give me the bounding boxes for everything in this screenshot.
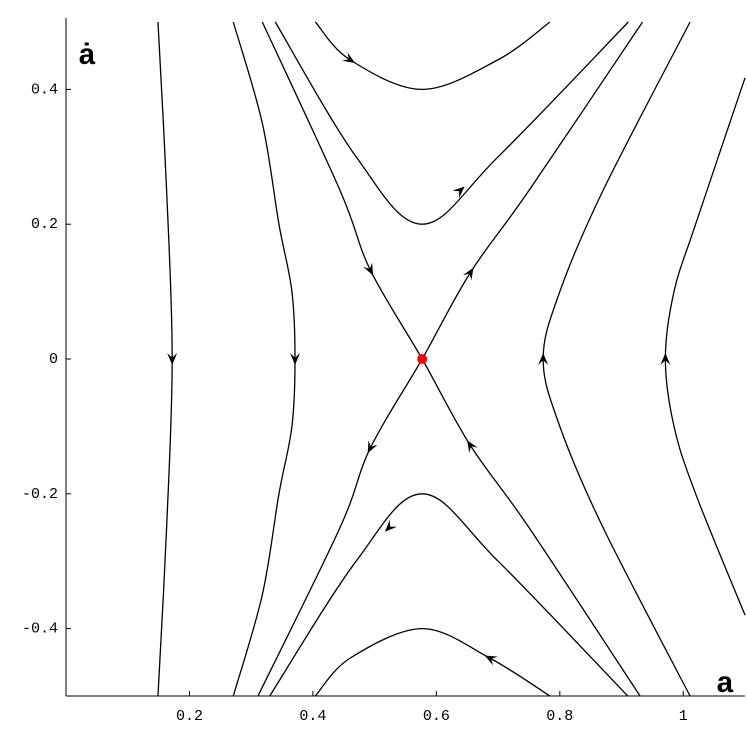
saddle-point	[417, 354, 428, 364]
y-tick-label: 0	[49, 351, 58, 368]
x-tick-label: 0.2	[176, 708, 203, 725]
trajectory	[274, 21, 629, 225]
flow-arrow	[538, 353, 549, 365]
x-axis-label: a	[716, 668, 734, 702]
flow-arrow	[660, 353, 671, 365]
y-tick-label: 0.4	[31, 81, 58, 98]
trajectory	[314, 627, 551, 697]
y-axis-label: ȧ	[78, 40, 96, 74]
x-tick-label: 0.6	[423, 708, 450, 725]
flow-arrow	[342, 52, 356, 63]
trajectory	[542, 21, 691, 697]
trajectory	[314, 21, 551, 91]
trajectory	[257, 21, 644, 697]
x-tick-label: 0.8	[546, 708, 573, 725]
trajectory	[261, 21, 641, 697]
flow-arrow	[467, 440, 478, 454]
x-tick-label: 1	[679, 708, 688, 725]
flow-arrow	[167, 353, 178, 365]
flow-arrow	[452, 186, 465, 199]
flow-arrow	[462, 267, 474, 281]
trajectory	[664, 77, 746, 616]
flow-arrow	[363, 262, 373, 276]
y-tick-label: -0.2	[22, 486, 58, 503]
flow-arrow	[367, 440, 378, 454]
trajectory	[232, 21, 296, 697]
flow-arrow	[484, 655, 498, 666]
flow-arrow	[290, 353, 301, 365]
x-tick-label: 0.4	[299, 708, 326, 725]
flow-arrow	[384, 519, 397, 532]
y-tick-label: 0.2	[31, 216, 58, 233]
y-tick-label: -0.4	[22, 621, 58, 638]
trajectory	[269, 493, 629, 697]
